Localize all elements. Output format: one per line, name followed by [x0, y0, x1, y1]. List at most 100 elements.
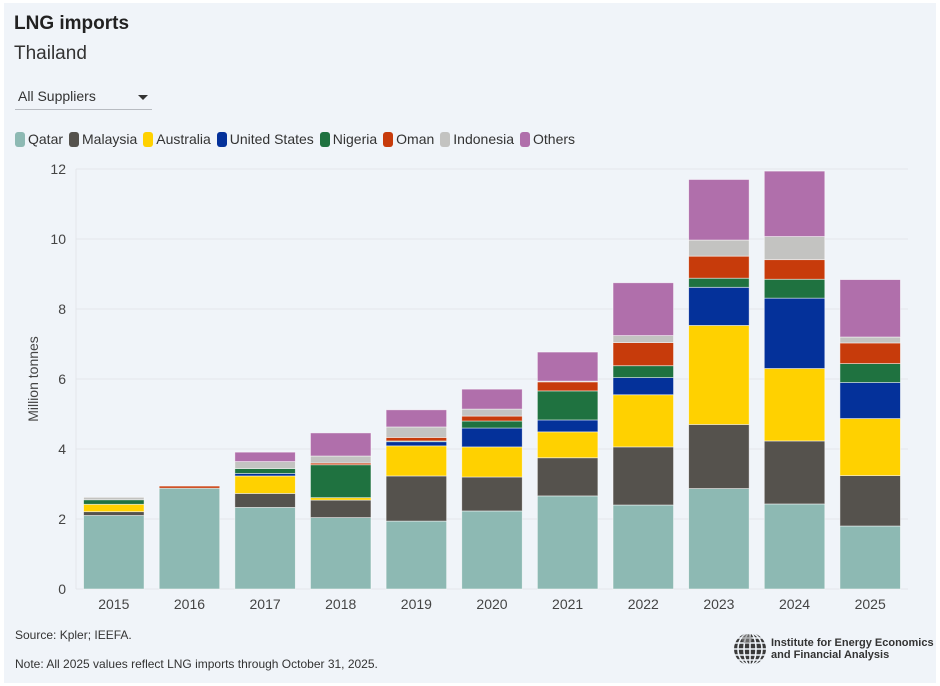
bar-segment-oman-2021[interactable] — [536, 381, 599, 392]
bar-segment-indonesia-2020[interactable] — [461, 408, 523, 417]
bar-segment-malaysia-2023[interactable] — [688, 424, 750, 489]
bar-segment-nigeria-2025[interactable] — [839, 363, 901, 383]
bar-segment-others-2021[interactable] — [536, 351, 599, 382]
bar-segment-australia-2015[interactable] — [83, 503, 145, 513]
bar-segment-indonesia-2015[interactable] — [83, 496, 145, 501]
y-tick-label: 4 — [58, 441, 66, 457]
bar-segment-united-states-2020[interactable] — [461, 427, 523, 448]
bar-segment-malaysia-2021[interactable] — [536, 457, 599, 497]
bar-segment-qatar-2018[interactable] — [310, 517, 372, 590]
x-tick-label: 2018 — [325, 596, 356, 612]
bar-segment-oman-2020[interactable] — [461, 415, 523, 422]
logo-line-1: Institute for Energy Economics — [771, 637, 934, 649]
bar-segment-indonesia-2018[interactable] — [310, 455, 372, 464]
bar-segment-malaysia-2024[interactable] — [763, 440, 826, 505]
bar-segment-indonesia-2022[interactable] — [612, 335, 674, 344]
bar-segment-australia-2019[interactable] — [385, 445, 448, 477]
bar-segment-oman-2023[interactable] — [688, 255, 750, 279]
bar-segment-others-2023[interactable] — [688, 179, 750, 241]
bar-segment-others-2018[interactable] — [310, 432, 372, 457]
bar-segment-indonesia-2024[interactable] — [763, 236, 826, 261]
bar-segment-qatar-2019[interactable] — [385, 520, 448, 590]
y-tick-label: 6 — [58, 371, 66, 387]
bar-segment-australia-2021[interactable] — [536, 431, 599, 459]
y-axis-ticks: 0 2 4 6 8 10 12 — [50, 161, 66, 597]
globe-icon — [734, 632, 766, 666]
bar-segment-qatar-2022[interactable] — [612, 504, 674, 590]
legend-item-qatar[interactable]: Qatar — [15, 131, 63, 147]
bar-segment-australia-2025[interactable] — [839, 418, 901, 476]
bar-segment-oman-2024[interactable] — [763, 259, 826, 280]
y-tick-label: 2 — [58, 511, 66, 527]
bar-stack-2023 — [688, 179, 750, 590]
bar-segment-malaysia-2015[interactable] — [83, 511, 145, 516]
bar-segment-australia-2024[interactable] — [763, 368, 826, 442]
bar-segment-others-2019[interactable] — [385, 409, 448, 428]
bar-segment-nigeria-2018[interactable] — [310, 464, 372, 499]
bar-segment-united-states-2024[interactable] — [763, 297, 826, 369]
bar-segment-oman-2019[interactable] — [385, 437, 448, 442]
bar-segment-united-states-2023[interactable] — [688, 286, 750, 326]
legend-item-australia[interactable]: Australia — [143, 131, 211, 147]
bar-segment-malaysia-2019[interactable] — [385, 475, 448, 522]
bar-segment-indonesia-2025[interactable] — [839, 336, 901, 344]
bar-segment-indonesia-2017[interactable] — [234, 461, 296, 470]
bar-segment-others-2024[interactable] — [763, 170, 826, 237]
x-axis-ticks: 2015 2016 2017 2018 2019 2020 2021 2022 2023 2024… — [98, 596, 886, 612]
legend-item-indonesia[interactable]: Indonesia — [440, 131, 514, 147]
bar-segment-others-2017[interactable] — [234, 451, 296, 462]
bar-segment-oman-2016[interactable] — [158, 485, 221, 489]
bar-segment-qatar-2017[interactable] — [234, 507, 296, 590]
legend-item-malaysia[interactable]: Malaysia — [69, 131, 137, 147]
supplier-dropdown[interactable]: All Suppliers — [15, 83, 152, 110]
bar-segment-malaysia-2025[interactable] — [839, 475, 901, 527]
bar-segment-nigeria-2023[interactable] — [688, 277, 750, 288]
bar-segment-australia-2020[interactable] — [461, 446, 523, 478]
legend-label: United States — [229, 131, 314, 147]
bar-segment-australia-2023[interactable] — [688, 325, 750, 425]
legend-label: Oman — [396, 131, 435, 147]
bar-segment-indonesia-2023[interactable] — [688, 239, 750, 257]
bar-segment-australia-2022[interactable] — [612, 394, 674, 448]
logo-line-2: and Financial Analysis — [771, 649, 890, 661]
bar-segment-qatar-2023[interactable] — [688, 488, 750, 590]
legend-swatch — [15, 131, 25, 147]
bar-segment-nigeria-2017[interactable] — [234, 468, 296, 474]
bar-segment-united-states-2021[interactable] — [536, 419, 599, 433]
bar-segment-qatar-2025[interactable] — [839, 525, 901, 590]
bar-segment-oman-2025[interactable] — [839, 342, 901, 365]
bar-segment-nigeria-2021[interactable] — [536, 390, 599, 421]
legend-item-united-states[interactable]: United States — [216, 131, 314, 147]
bar-segment-united-states-2022[interactable] — [612, 377, 674, 396]
y-tick-label: 8 — [58, 301, 66, 317]
bar-segment-qatar-2016[interactable] — [158, 487, 221, 590]
legend-item-oman[interactable]: Oman — [383, 131, 434, 147]
bar-segment-malaysia-2022[interactable] — [612, 446, 674, 506]
x-tick-label: 2021 — [552, 596, 583, 612]
bar-segment-oman-2022[interactable] — [612, 342, 674, 367]
note-text: Note: All 2025 values reflect LNG import… — [15, 657, 378, 671]
bar-segment-nigeria-2015[interactable] — [83, 499, 145, 505]
bar-segment-nigeria-2020[interactable] — [461, 420, 523, 429]
legend-item-others[interactable]: Others — [520, 131, 575, 147]
bar-segment-qatar-2015[interactable] — [83, 515, 145, 590]
bar-segment-others-2025[interactable] — [839, 279, 901, 338]
bar-segment-australia-2017[interactable] — [234, 475, 296, 494]
bar-segment-qatar-2021[interactable] — [536, 495, 599, 590]
x-tick-label: 2022 — [628, 596, 659, 612]
bar-segment-others-2022[interactable] — [612, 282, 674, 336]
bar-segment-indonesia-2019[interactable] — [385, 426, 448, 438]
bar-segment-nigeria-2024[interactable] — [763, 278, 826, 299]
bar-segment-qatar-2020[interactable] — [461, 510, 523, 590]
bar-segment-others-2020[interactable] — [461, 388, 523, 410]
bar-segment-malaysia-2018[interactable] — [310, 499, 372, 519]
bar-segment-malaysia-2017[interactable] — [234, 493, 296, 508]
chart-subtitle: Thailand — [14, 43, 87, 64]
legend-item-nigeria[interactable]: Nigeria — [319, 131, 377, 147]
bar-segment-malaysia-2020[interactable] — [461, 476, 523, 512]
bar-segment-united-states-2025[interactable] — [839, 382, 901, 419]
bar-segment-qatar-2024[interactable] — [763, 503, 826, 590]
bar-segment-united-states-2019[interactable] — [385, 441, 448, 447]
bar-segment-nigeria-2022[interactable] — [612, 365, 674, 379]
